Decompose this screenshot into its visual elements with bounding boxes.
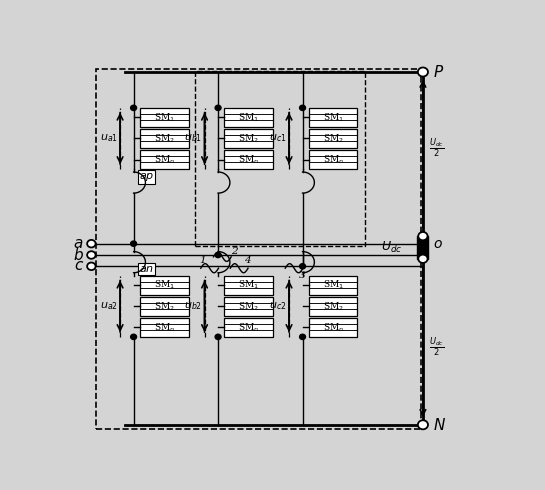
Text: SM$_2$: SM$_2$: [154, 132, 174, 145]
Bar: [140, 108, 189, 127]
Circle shape: [131, 105, 137, 110]
Circle shape: [215, 334, 221, 340]
Bar: [195, 71, 365, 245]
Text: $u_{c1}$: $u_{c1}$: [269, 132, 287, 145]
Text: SM$_2$: SM$_2$: [238, 300, 259, 313]
Bar: [309, 150, 358, 169]
Bar: [309, 108, 358, 127]
Text: SM$_1$: SM$_1$: [238, 279, 259, 292]
Bar: [309, 276, 358, 294]
Text: 4: 4: [244, 256, 251, 265]
Circle shape: [87, 251, 95, 259]
Text: SM$_n$: SM$_n$: [154, 321, 175, 334]
Text: $U_{dc}$: $U_{dc}$: [380, 240, 402, 255]
Bar: [225, 150, 273, 169]
Text: SM$_2$: SM$_2$: [323, 132, 343, 145]
Text: 3: 3: [299, 270, 306, 280]
Bar: [309, 318, 358, 337]
Circle shape: [300, 334, 306, 340]
Text: SM$_1$: SM$_1$: [238, 111, 259, 123]
Text: $u_{b1}$: $u_{b1}$: [184, 132, 202, 145]
Bar: [225, 108, 273, 127]
Text: $u_{c2}$: $u_{c2}$: [269, 300, 287, 312]
Text: SM$_n$: SM$_n$: [238, 153, 259, 166]
Text: $c$: $c$: [74, 259, 84, 273]
Text: $u_{b2}$: $u_{b2}$: [184, 300, 202, 312]
Text: SM$_n$: SM$_n$: [323, 153, 344, 166]
Bar: [309, 129, 358, 148]
Circle shape: [418, 232, 428, 240]
Bar: [140, 150, 189, 169]
Bar: [140, 276, 189, 294]
Text: $ap$: $ap$: [138, 171, 154, 183]
Circle shape: [87, 263, 95, 270]
Bar: [225, 318, 273, 337]
Text: $an$: $an$: [138, 264, 154, 274]
Bar: [309, 297, 358, 316]
Text: SM$_1$: SM$_1$: [154, 279, 175, 292]
Text: SM$_2$: SM$_2$: [323, 300, 343, 313]
Circle shape: [131, 241, 137, 246]
Text: $P$: $P$: [433, 64, 445, 80]
Bar: [225, 297, 273, 316]
Text: $o$: $o$: [433, 237, 443, 251]
Text: SM$_n$: SM$_n$: [238, 321, 259, 334]
Text: $N$: $N$: [433, 417, 446, 433]
Circle shape: [300, 105, 306, 110]
Circle shape: [215, 105, 221, 110]
Text: $u_{a1}$: $u_{a1}$: [100, 132, 118, 145]
Text: $a$: $a$: [74, 237, 84, 251]
Text: SM$_2$: SM$_2$: [154, 300, 174, 313]
Text: $u_{a2}$: $u_{a2}$: [100, 300, 118, 312]
Circle shape: [87, 240, 95, 247]
Circle shape: [215, 252, 221, 258]
Bar: [140, 297, 189, 316]
Circle shape: [418, 255, 428, 263]
Text: SM$_1$: SM$_1$: [154, 111, 175, 123]
Text: SM$_1$: SM$_1$: [323, 111, 344, 123]
Bar: [225, 276, 273, 294]
Circle shape: [131, 334, 137, 340]
Bar: [417, 236, 428, 259]
Bar: [225, 129, 273, 148]
Text: SM$_n$: SM$_n$: [323, 321, 344, 334]
Text: $\frac{U_{dc}}{2}$: $\frac{U_{dc}}{2}$: [429, 137, 444, 160]
Circle shape: [418, 68, 428, 76]
Bar: [95, 69, 421, 429]
Bar: [140, 318, 189, 337]
Text: $b$: $b$: [73, 247, 84, 263]
Text: SM$_1$: SM$_1$: [323, 279, 344, 292]
Circle shape: [418, 420, 428, 429]
Text: 1: 1: [199, 256, 205, 265]
Circle shape: [300, 264, 306, 269]
Text: 2: 2: [231, 247, 238, 256]
Text: SM$_2$: SM$_2$: [238, 132, 259, 145]
Text: $\frac{U_{dc}}{2}$: $\frac{U_{dc}}{2}$: [429, 336, 444, 359]
Bar: [140, 129, 189, 148]
Text: SM$_n$: SM$_n$: [154, 153, 175, 166]
